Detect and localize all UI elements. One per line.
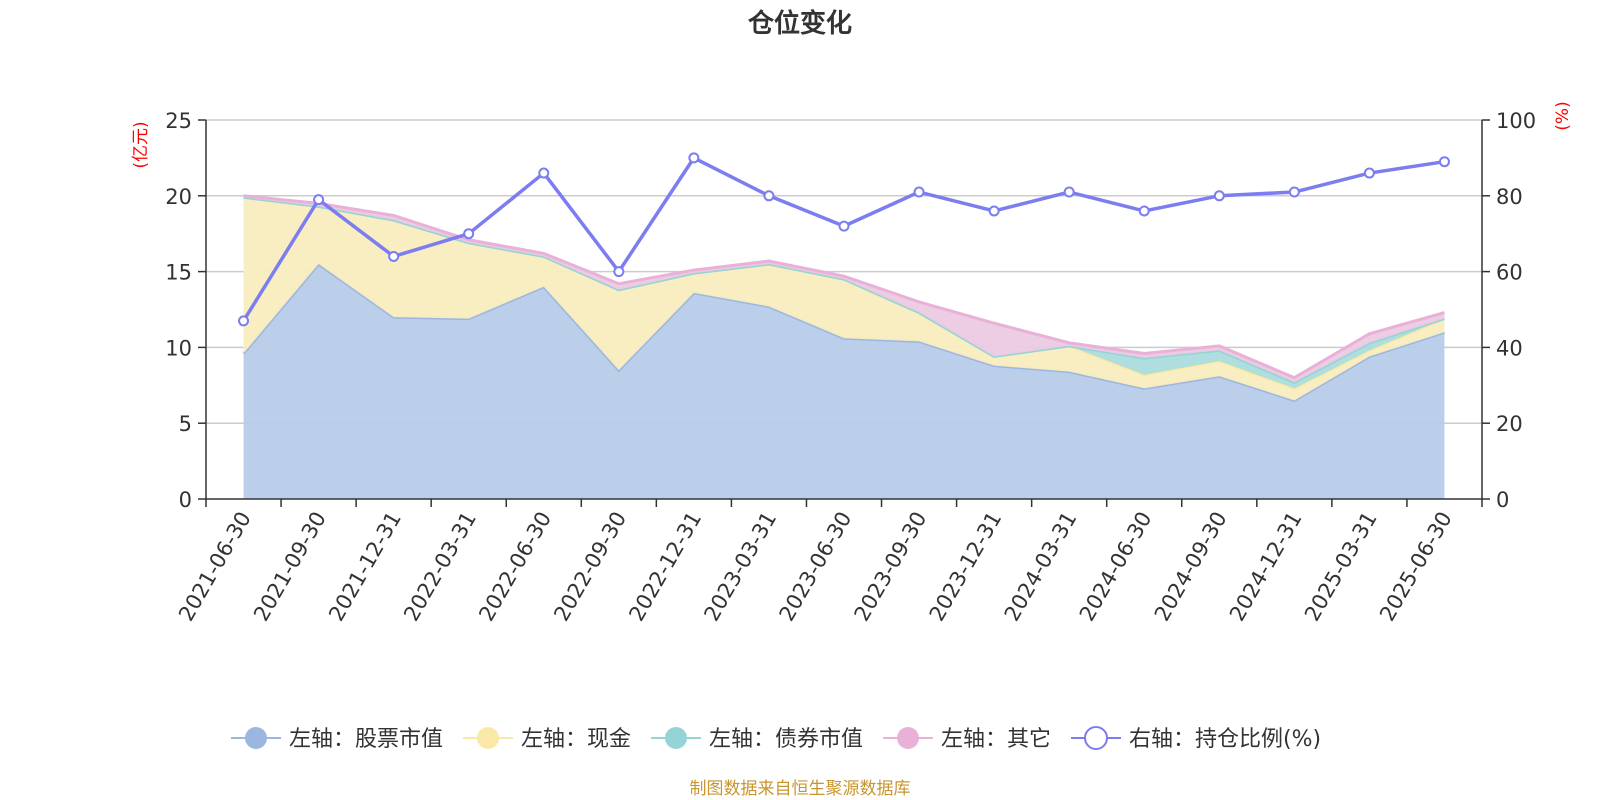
x-tick-label-8: 2023-06-30 [775,508,857,626]
ratio-point-15 [1363,167,1375,179]
legend-label-2: 左轴：债券市值 [709,727,863,752]
ratio-point-14 [1288,186,1300,198]
ratio-point-13 [1213,190,1225,202]
ratio-point-9 [913,186,925,198]
x-tick-label-5: 2022-09-30 [549,508,631,626]
legend-marker-0 [245,727,267,749]
ratio-point-7 [763,190,775,202]
legend-item-0: 左轴：股票市值 [231,727,443,752]
legend-label-4: 右轴：持仓比例(%) [1129,727,1321,752]
left-tick-label-5: 25 [165,109,192,133]
ratio-point-16 [1438,156,1450,168]
ratio-point-11 [1063,186,1075,198]
x-tick-label-3: 2022-03-31 [399,508,481,626]
left-axis-unit: (亿元) [131,121,151,168]
legend-item-4: 右轴：持仓比例(%) [1071,726,1321,752]
right-tick-label-1: 20 [1496,412,1523,436]
ratio-point-3 [463,228,475,240]
ratio-point-5 [613,266,625,278]
area-line-3 [243,194,1445,380]
source-note: 制图数据来自恒生聚源数据库 [690,779,911,799]
right-tick-label-0: 0 [1496,488,1509,512]
right-tick-label-2: 40 [1496,336,1523,360]
x-tick-label-14: 2024-12-31 [1225,508,1307,626]
legend-marker-2 [665,727,687,749]
x-tick-label-11: 2024-03-31 [1000,508,1082,626]
right-axis-unit: (%) [1553,101,1573,130]
x-tick-label-2: 2021-12-31 [324,508,406,626]
right-tick-label-4: 80 [1496,185,1523,209]
chart-title: 仓位变化 [747,8,852,39]
ratio-point-1 [313,194,325,206]
ratio-point-0 [238,315,250,327]
ratio-point-2 [388,250,400,262]
left-tick-label-4: 20 [165,185,192,209]
legend-marker-3 [897,727,919,749]
ratio-point-6 [688,152,700,164]
right-tick-label-5: 100 [1496,109,1536,133]
legend-item-2: 左轴：债券市值 [651,727,863,752]
x-tick-label-16: 2025-06-30 [1375,508,1457,626]
legend-label-3: 左轴：其它 [941,727,1051,752]
legend-label-0: 左轴：股票市值 [289,727,443,752]
ratio-point-8 [838,220,850,232]
left-tick-label-0: 0 [179,488,192,512]
x-tick-label-0: 2021-06-30 [174,508,256,626]
x-tick-label-13: 2024-09-30 [1150,508,1232,626]
x-tick-label-12: 2024-06-30 [1075,508,1157,626]
left-tick-label-3: 15 [165,261,192,285]
legend-marker-1 [477,727,499,749]
area-series [242,194,1446,499]
ratio-point-4 [538,167,550,179]
x-tick-label-7: 2023-03-31 [699,508,781,626]
x-tick-label-9: 2023-09-30 [850,508,932,626]
left-tick-label-2: 10 [165,336,192,360]
x-tick-label-4: 2022-06-30 [474,508,556,626]
ratio-point-10 [988,205,1000,217]
left-tick-label-1: 5 [179,412,192,436]
right-tick-label-3: 60 [1496,261,1523,285]
x-tick-label-1: 2021-09-30 [249,508,331,626]
area-3 [243,195,1445,383]
area-1 [243,197,1445,401]
ratio-point-12 [1138,205,1150,217]
legend: 左轴：股票市值 左轴：现金 左轴：债券市值 左轴：其它 右轴：持仓比例(%) [231,726,1321,752]
legend-item-1: 左轴：现金 [463,727,631,752]
line-series [238,152,1450,327]
legend-label-1: 左轴：现金 [521,727,631,752]
x-tick-label-6: 2022-12-31 [624,508,706,626]
legend-marker-4 [1084,726,1108,750]
legend-item-3: 左轴：其它 [883,727,1051,752]
x-tick-label-10: 2023-12-31 [925,508,1007,626]
area-0 [243,264,1445,499]
x-tick-label-15: 2025-03-31 [1300,508,1382,626]
area-2 [243,197,1445,389]
